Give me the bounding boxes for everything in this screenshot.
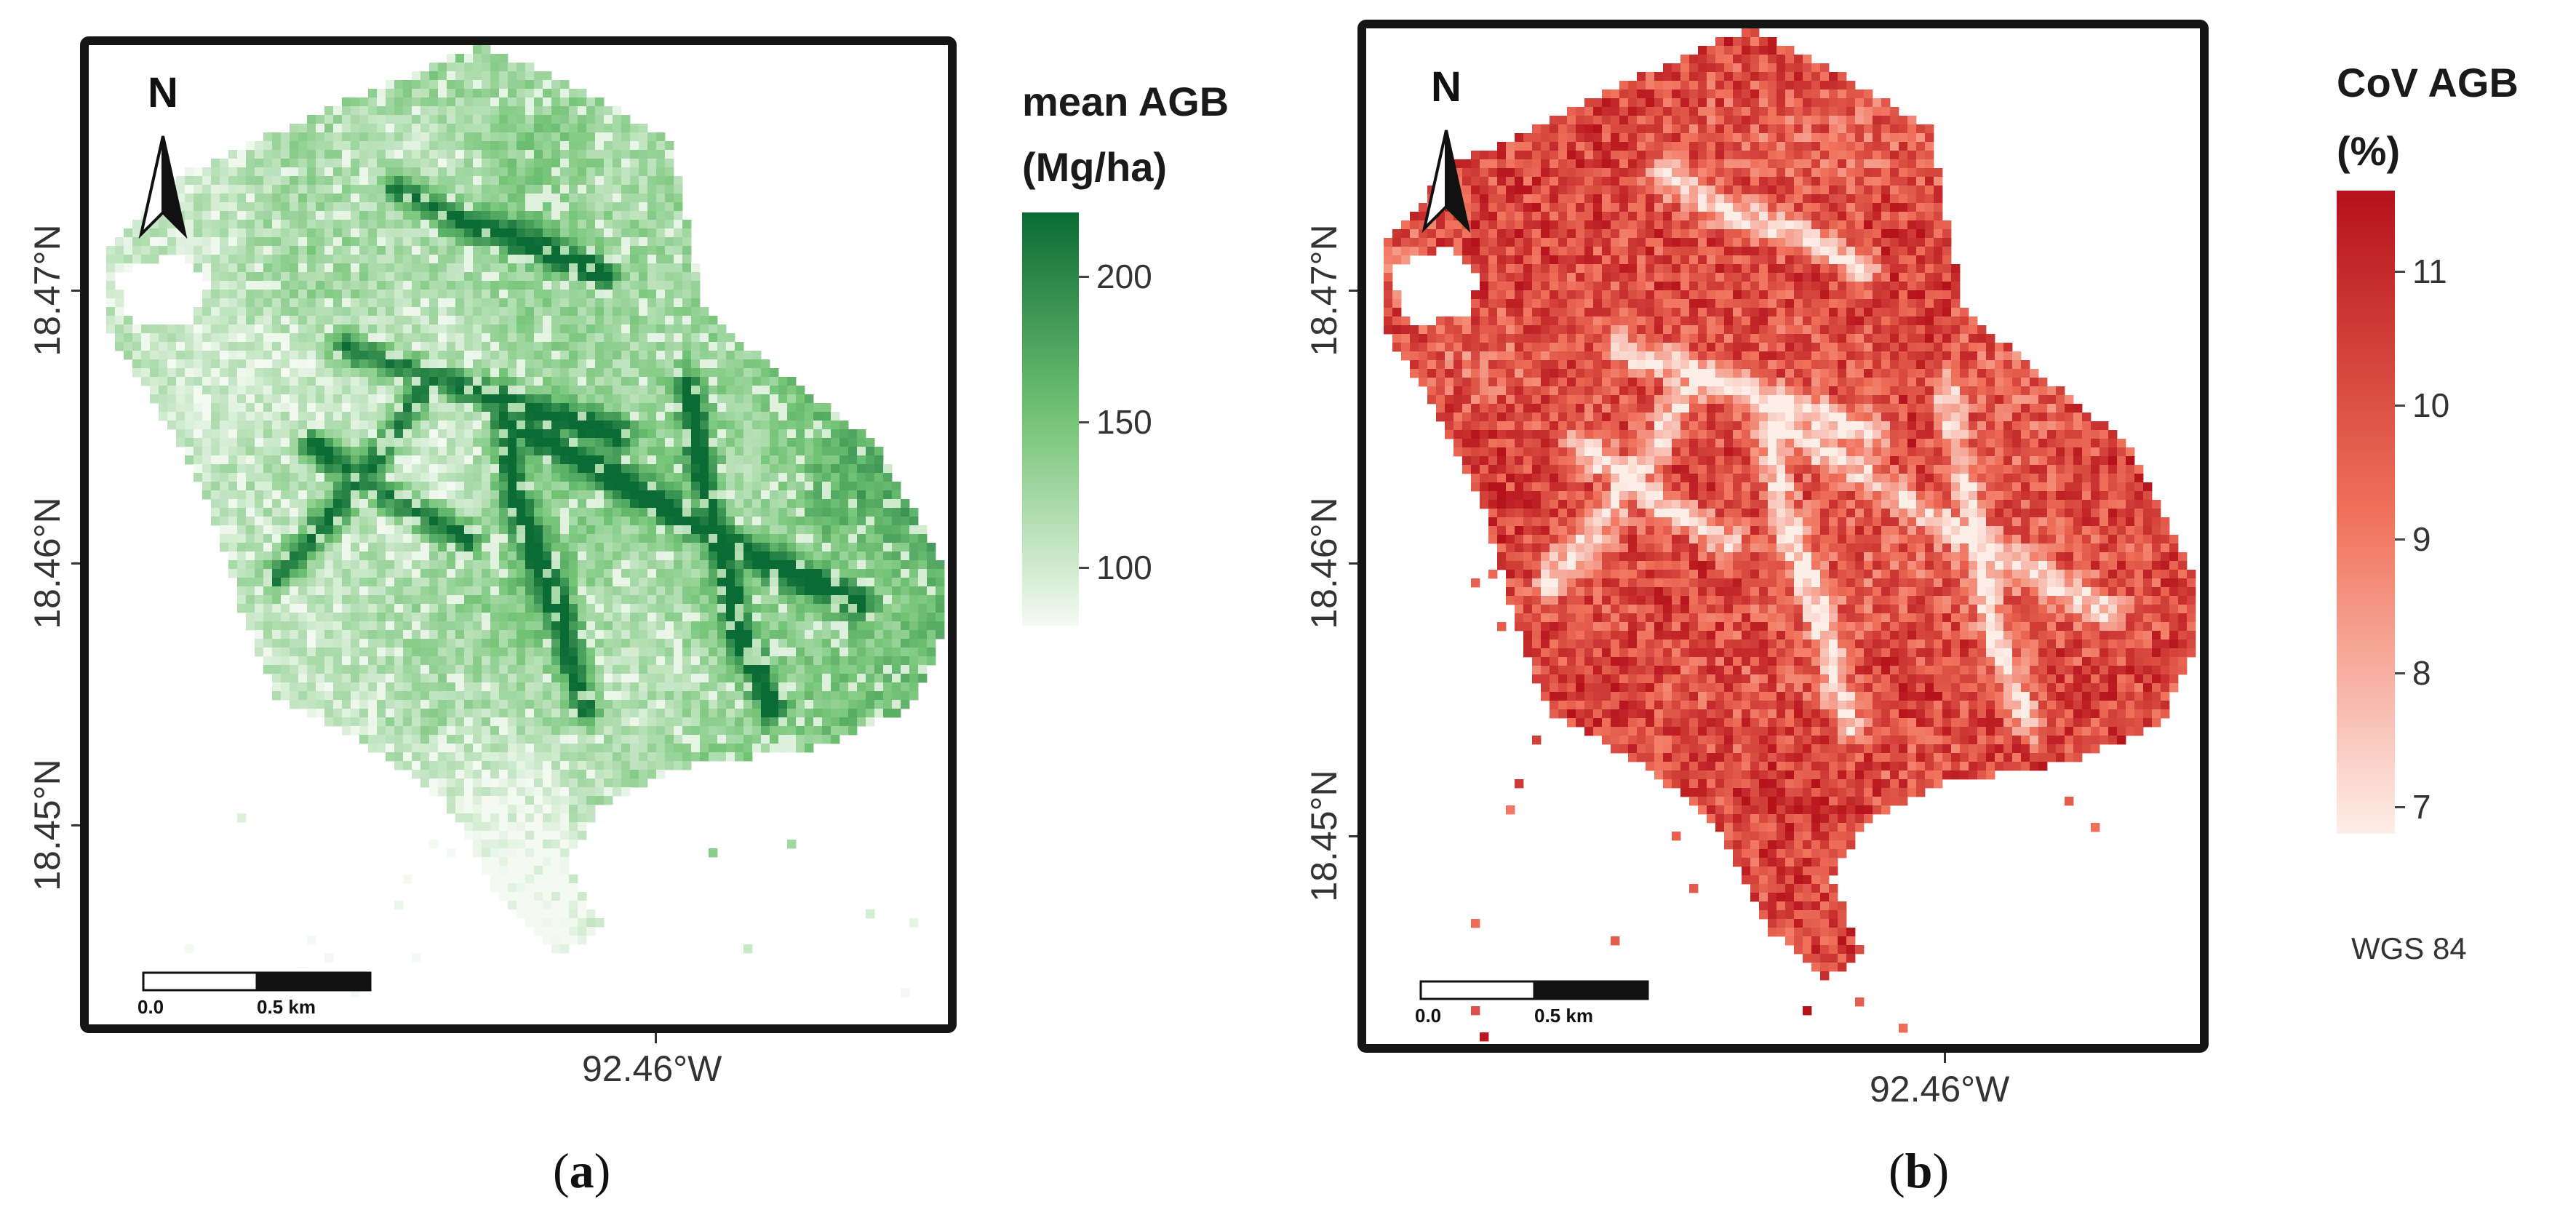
north-label: N bbox=[1431, 63, 1462, 111]
lat-tick-2 bbox=[71, 562, 80, 565]
lat-label-1: 18.47°N bbox=[27, 224, 68, 356]
scale-bar: 0.0 0.5 km bbox=[137, 971, 372, 1018]
legend-tick-label: 9 bbox=[2412, 519, 2431, 558]
legend-title-line2: (Mg/ha) bbox=[1022, 144, 1168, 190]
legend-tick-mark bbox=[2395, 270, 2405, 273]
legend-tick-label: 100 bbox=[1096, 549, 1152, 586]
lon-tick bbox=[1944, 1053, 1946, 1063]
legend-tick-label: 7 bbox=[2412, 788, 2431, 826]
legend-tick-mark bbox=[2395, 404, 2405, 407]
legend-tick-label: 10 bbox=[2412, 386, 2450, 424]
lat-tick-1 bbox=[71, 290, 80, 292]
legend-colorbar bbox=[2337, 191, 2395, 834]
lon-label: 92.46°W bbox=[1870, 1069, 2010, 1110]
legend-colorbar bbox=[1022, 212, 1079, 626]
panel-label-b: (b) bbox=[1889, 1143, 1950, 1198]
lat-label-1: 18.47°N bbox=[1304, 224, 1344, 356]
agb-raster-map bbox=[106, 45, 945, 997]
north-label: N bbox=[148, 69, 178, 116]
scale-label-end: 0.5 km bbox=[1534, 1005, 1593, 1027]
legend-tick-label: 8 bbox=[2412, 654, 2431, 692]
lon-label: 92.46°W bbox=[582, 1048, 722, 1089]
legend-title-line1: mean AGB bbox=[1022, 79, 1229, 124]
legend-tick-mark bbox=[2395, 672, 2405, 674]
cov-raster-map bbox=[1384, 28, 2196, 1042]
legend-tick-mark bbox=[2395, 538, 2405, 541]
scale-label-end: 0.5 km bbox=[257, 996, 316, 1018]
legend-title-line2: (%) bbox=[2337, 128, 2401, 174]
panel-label-a: (a) bbox=[553, 1143, 611, 1198]
lat-label-2: 18.46°N bbox=[1304, 497, 1344, 629]
legend-tick-mark bbox=[1079, 567, 1089, 569]
scale-label-start: 0.0 bbox=[1415, 1005, 1441, 1027]
north-arrow: N bbox=[1421, 63, 1471, 234]
map-frame-b: N 0.0 0.5 km bbox=[1357, 20, 2209, 1053]
legend-tick-label: 150 bbox=[1096, 403, 1152, 441]
lat-tick-2 bbox=[1349, 562, 1357, 565]
scale-bar: 0.0 0.5 km bbox=[1415, 980, 1649, 1027]
legend-tick-mark bbox=[1079, 276, 1089, 278]
crs-label: WGS 84 bbox=[2351, 931, 2467, 965]
legend-tick-mark bbox=[2395, 806, 2405, 809]
north-arrow: N bbox=[138, 69, 188, 239]
scale-label-start: 0.0 bbox=[137, 996, 164, 1018]
legend-tick-label: 11 bbox=[2412, 252, 2447, 290]
raster-cells bbox=[1384, 28, 2196, 1042]
legend-title-line1: CoV AGB bbox=[2337, 60, 2519, 105]
raster-cells bbox=[106, 45, 945, 997]
lat-label-3: 18.45°N bbox=[1304, 770, 1344, 902]
lat-tick-3 bbox=[71, 824, 80, 826]
lat-tick-1 bbox=[1349, 290, 1357, 292]
legend-tick-mark bbox=[1079, 421, 1089, 423]
lon-tick bbox=[655, 1033, 657, 1043]
map-frame-a: N 0.0 0.5 km bbox=[80, 36, 957, 1033]
legend-tick-label: 200 bbox=[1096, 258, 1152, 295]
lat-tick-3 bbox=[1349, 835, 1357, 837]
lat-label-3: 18.45°N bbox=[27, 759, 68, 891]
lat-label-2: 18.46°N bbox=[27, 497, 68, 629]
